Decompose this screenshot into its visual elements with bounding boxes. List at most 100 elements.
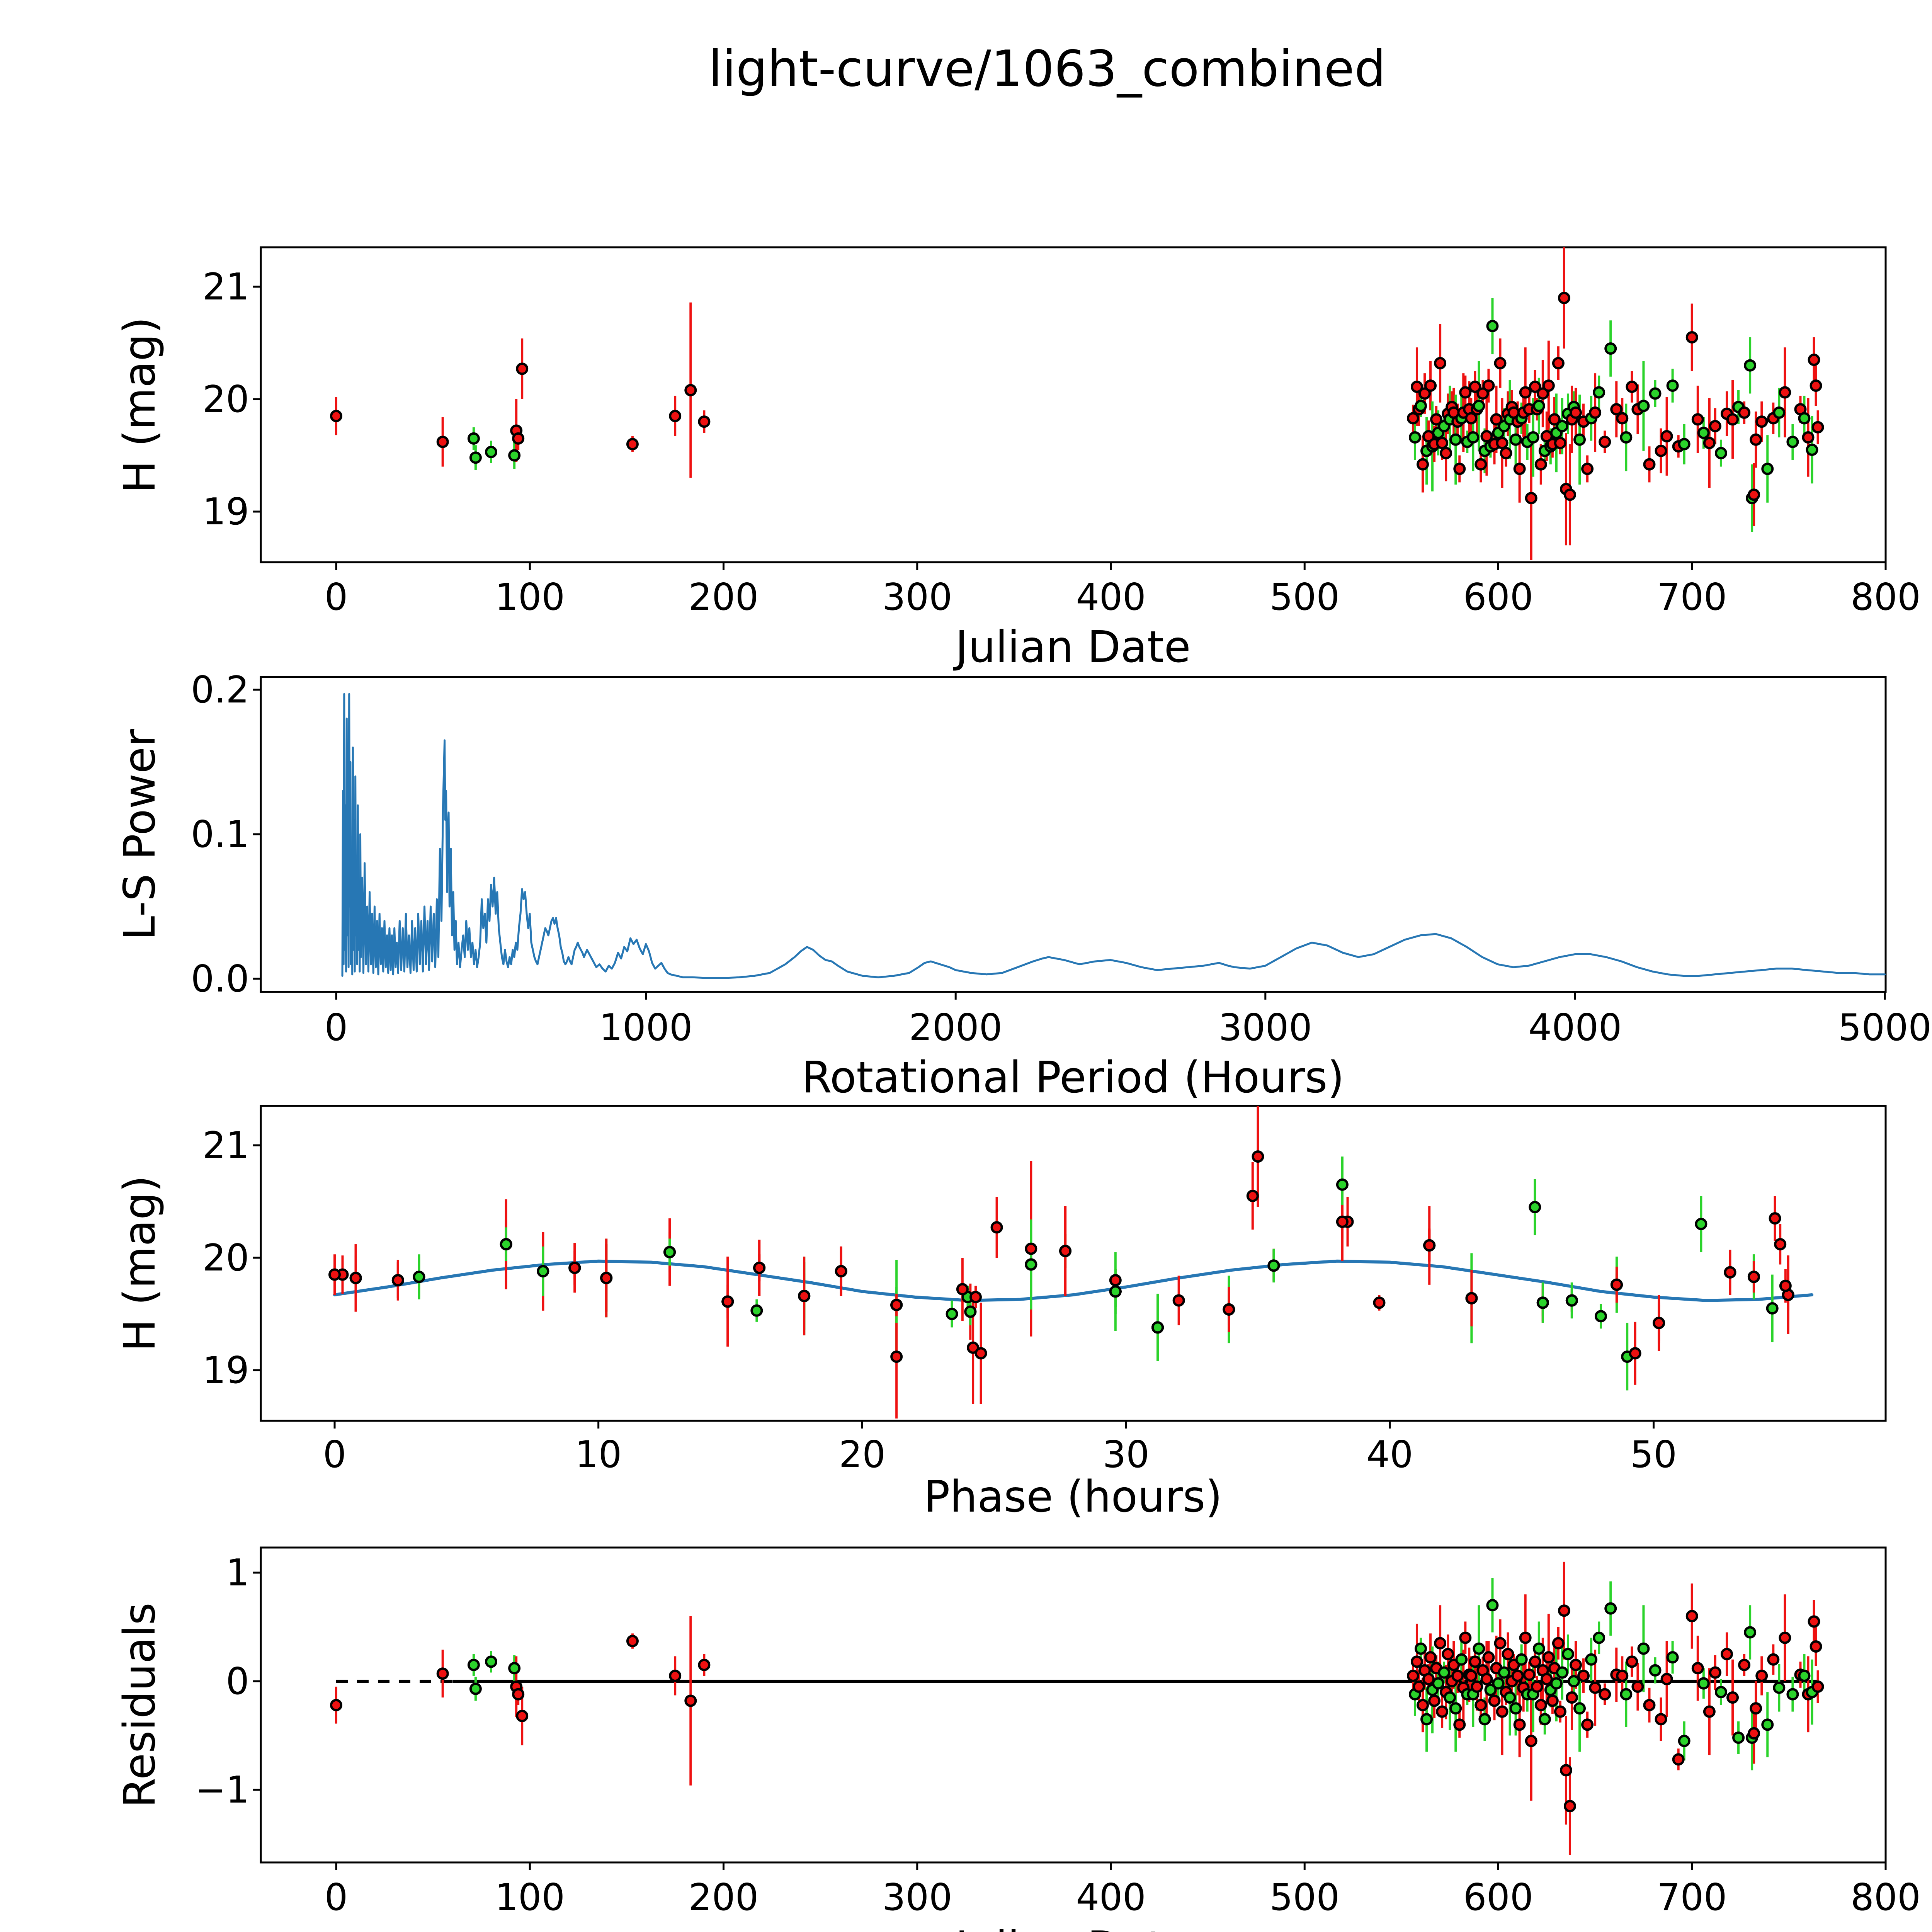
residual-data-point	[1773, 1681, 1786, 1694]
jd-data-point	[1529, 380, 1541, 393]
phased-data-point	[1779, 1279, 1792, 1292]
jd-data-point	[1415, 400, 1427, 412]
jd-data-point	[1430, 413, 1443, 426]
jd-data-point	[1417, 458, 1429, 471]
residual-data-point	[1720, 1648, 1733, 1660]
x-tick-label: 500	[1270, 1876, 1340, 1919]
residual-data-point	[1473, 1642, 1485, 1655]
phased-data-point	[349, 1272, 362, 1284]
phased-data-point	[969, 1291, 982, 1303]
jd-data-point	[1786, 435, 1799, 448]
jd-data-point	[1473, 400, 1485, 412]
jd-data-point	[1424, 379, 1437, 392]
residual-data-point	[330, 1699, 342, 1711]
panel2-ylabel: L-S Power	[115, 729, 165, 940]
residual-data-point	[1738, 1658, 1751, 1671]
residual-data-point	[1637, 1642, 1650, 1655]
jd-data-point	[1453, 463, 1466, 475]
residual-data-point	[516, 1709, 529, 1722]
jd-data-point	[485, 446, 497, 458]
residual-data-point	[1649, 1664, 1662, 1677]
x-tick-label: 4000	[1529, 1007, 1622, 1049]
residual-data-point	[1496, 1705, 1509, 1718]
phased-data-point	[975, 1347, 987, 1360]
residual-data-point	[1643, 1699, 1656, 1711]
residual-data-point	[1451, 1669, 1464, 1682]
jd-data-point	[1532, 400, 1545, 412]
residual-data-point	[1703, 1705, 1716, 1718]
residual-data-point	[1455, 1653, 1468, 1666]
residual-data-point	[1552, 1637, 1565, 1650]
residual-data-point	[1786, 1688, 1799, 1701]
y-tick-label: 0.0	[191, 958, 249, 1000]
residual-data-point	[1428, 1694, 1441, 1707]
jd-data-point	[469, 451, 482, 464]
y-tick-label: 19	[202, 1349, 249, 1392]
phased-data-point	[663, 1246, 676, 1259]
jd-data-point	[1750, 433, 1762, 446]
jd-data-point	[1440, 447, 1452, 459]
residual-data-point	[1577, 1669, 1590, 1682]
residual-data-point	[1732, 1731, 1745, 1744]
jd-data-point	[684, 384, 697, 396]
phased-data-point	[391, 1274, 404, 1287]
jd-data-point	[1459, 386, 1472, 399]
phased-data-point	[721, 1295, 734, 1308]
phased-data-point	[1529, 1201, 1541, 1214]
jd-data-point	[1469, 380, 1481, 393]
residual-data-point	[1459, 1631, 1472, 1644]
jd-data-point	[1406, 412, 1419, 425]
panel2-xlabel: Rotational Period (Hours)	[802, 1053, 1344, 1103]
residual-data-point	[469, 1682, 482, 1695]
jd-data-point	[1494, 357, 1507, 369]
residual-data-point	[1492, 1677, 1505, 1690]
x-tick-label: 1000	[599, 1007, 693, 1049]
jd-data-point	[1810, 379, 1822, 392]
phased-data-point	[1769, 1212, 1781, 1225]
phased-data-point	[946, 1308, 958, 1320]
jd-data-point	[1616, 412, 1629, 425]
residual-data-point	[698, 1658, 711, 1671]
residual-data-point	[1410, 1655, 1423, 1668]
residual-data-point	[1570, 1658, 1582, 1671]
jd-data-point	[1534, 458, 1547, 471]
jd-data-point	[1525, 492, 1537, 505]
jd-data-point	[1802, 431, 1815, 444]
phased-data-point	[1594, 1310, 1607, 1323]
residual-data-point	[1726, 1691, 1739, 1704]
x-tick-label: 0	[325, 1876, 348, 1919]
residual-data-point	[1567, 1675, 1580, 1687]
residual-data-point	[1626, 1655, 1638, 1668]
phased-data-point	[1025, 1258, 1037, 1271]
jd-data-point	[1465, 412, 1478, 425]
residual-data-point	[1444, 1691, 1456, 1704]
panel4-ylabel: Residuals	[115, 1602, 165, 1808]
phased-data-point	[568, 1262, 581, 1274]
residual-data-point	[1480, 1673, 1493, 1685]
x-tick-label: 40	[1366, 1434, 1413, 1476]
residual-data-point	[1488, 1694, 1501, 1707]
residual-data-point	[1563, 1800, 1576, 1813]
y-tick-label: 0.2	[191, 669, 249, 711]
jd-data-point	[1599, 435, 1611, 448]
jd-data-point	[1513, 463, 1526, 475]
phased-data-point	[1252, 1150, 1264, 1163]
jd-data-point	[1581, 463, 1594, 475]
panel-residuals-frame	[260, 1546, 1887, 1864]
jd-data-point	[1655, 444, 1667, 457]
residual-data-point	[1542, 1651, 1555, 1664]
residual-data-point	[1631, 1680, 1644, 1693]
jd-data-point	[1604, 342, 1617, 355]
residual-data-point	[1515, 1653, 1528, 1666]
jd-data-point	[1685, 331, 1698, 344]
residual-data-point	[1534, 1699, 1547, 1711]
y-tick-label: 20	[202, 1237, 249, 1279]
jd-data-point	[1738, 406, 1751, 419]
jd-data-point	[1434, 357, 1447, 369]
x-tick-label: 200	[689, 576, 759, 619]
phased-data-point	[1695, 1218, 1708, 1230]
residual-data-point	[1475, 1699, 1487, 1711]
x-tick-label: 200	[689, 1876, 759, 1919]
jd-data-point	[1773, 406, 1786, 419]
phased-data-point	[1766, 1302, 1779, 1315]
